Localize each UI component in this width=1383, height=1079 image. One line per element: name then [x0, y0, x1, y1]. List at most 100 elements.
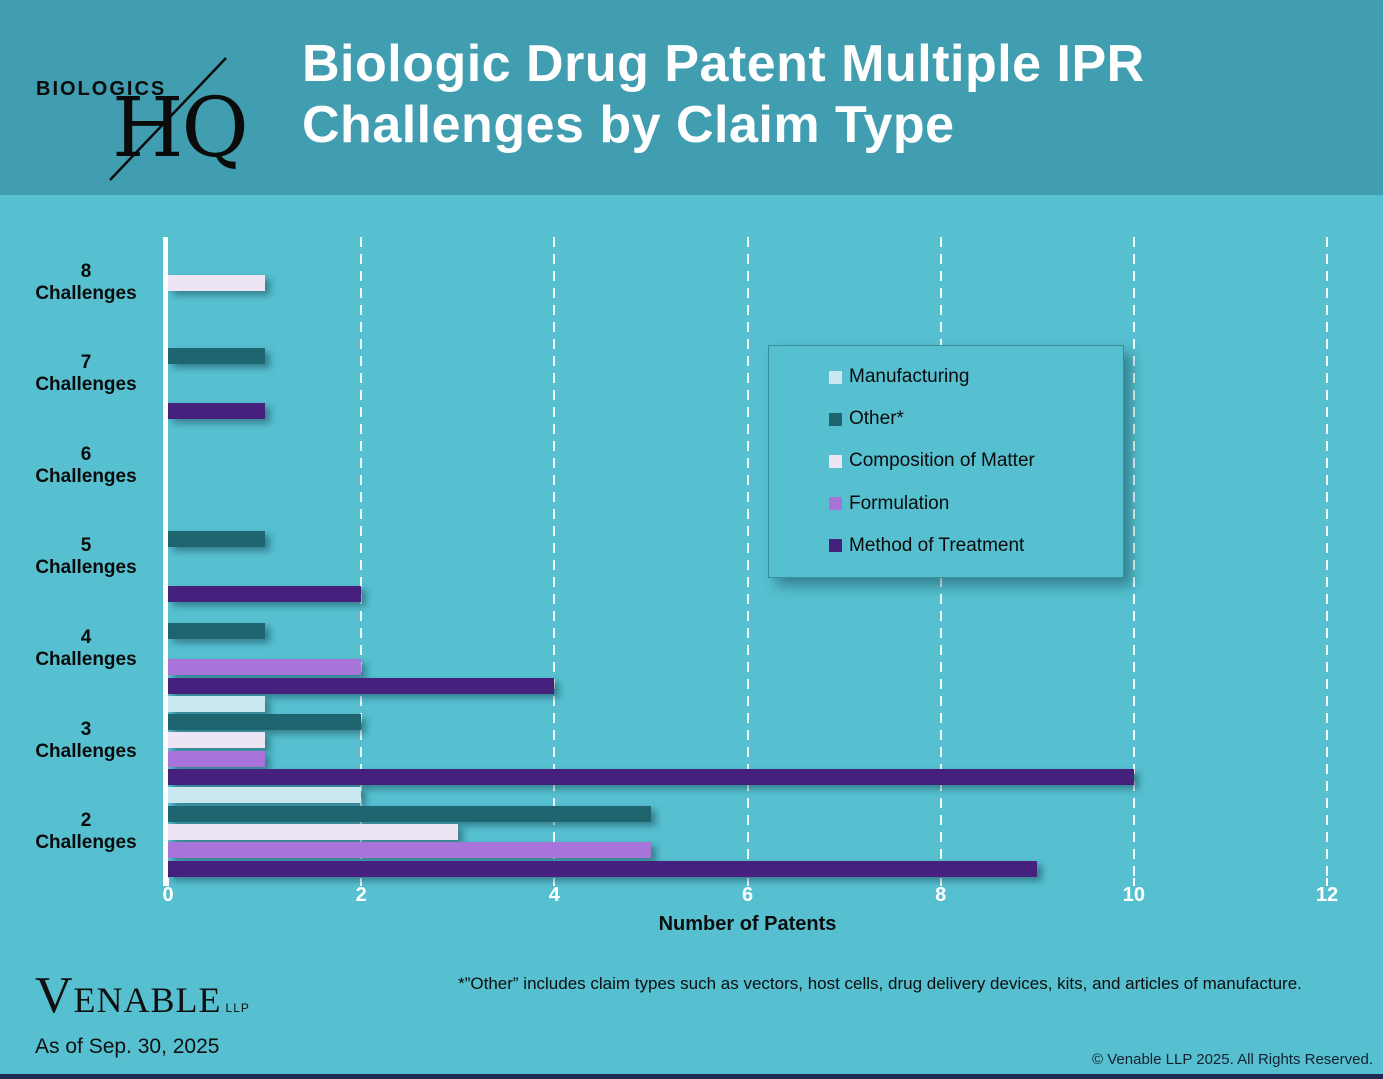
legend-swatch-method-of-treatment-icon [829, 539, 842, 553]
bar-other-3-challenges [168, 714, 362, 731]
gridline-x-6 [746, 237, 749, 886]
legend-label-composition-of-matter: Composition of Matter [849, 450, 1035, 472]
copyright-text: © Venable LLP 2025. All Rights Reserved. [1092, 1051, 1373, 1068]
header-banner: BIOLOGICS HQ Biologic Drug Patent Multip… [0, 0, 1383, 195]
bar-formulation-3-challenges [168, 750, 265, 767]
x-axis-title: Number of Patents [658, 913, 837, 935]
y-category-label-4-challenges: 4 Challenges [20, 603, 152, 695]
bar-method-of-treatment-5-challenges [168, 585, 362, 602]
group-row-4-challenges [168, 603, 1327, 695]
legend-swatch-manufacturing-icon [829, 370, 842, 384]
y-category-label-line: 3 [80, 718, 92, 740]
y-axis-category-labels: 8 Challenges 7 Challenges 6 Challenges 5 Challe… [20, 237, 152, 878]
group-row-3-challenges [168, 695, 1327, 787]
legend-swatch-formulation-icon [829, 497, 842, 511]
bar-composition-of-matter-3-challenges [168, 732, 265, 749]
legend-item-method-of-treatment: Method of Treatment [829, 535, 1123, 557]
gridline-x-12 [1326, 237, 1328, 886]
y-category-label-line: Challenges [35, 740, 137, 762]
legend-label-formulation: Formulation [849, 492, 950, 514]
y-category-label-7-challenges: 7 Challenges [20, 329, 152, 421]
bottom-accent-strip [0, 1074, 1383, 1079]
venable-logo-name: Venable [35, 967, 222, 1024]
group-row-2-challenges [168, 786, 1327, 878]
x-tick-mark-6 [746, 878, 749, 886]
x-tick-mark-10 [1132, 878, 1135, 886]
biologicshq-logo: BIOLOGICS HQ [30, 40, 265, 200]
legend-item-composition-of-matter: Composition of Matter [829, 450, 1123, 472]
group-row-8-challenges [168, 237, 1327, 329]
y-category-label-6-challenges: 6 Challenges [20, 420, 152, 512]
legend-swatch-other-icon [829, 412, 842, 426]
x-tick-mark-12 [1326, 878, 1328, 886]
y-category-label-line: 4 [80, 627, 92, 649]
bar-other-5-challenges [168, 531, 265, 548]
x-tick-label-6: 6 [741, 884, 754, 906]
x-tick-label-2: 2 [355, 884, 367, 906]
y-category-label-8-challenges: 8 Challenges [20, 237, 152, 329]
page-title-line2: Challenges by Claim Type [302, 95, 955, 154]
x-tick-label-0: 0 [162, 884, 174, 906]
bar-other-2-challenges [168, 805, 651, 822]
bar-manufacturing-3-challenges [168, 695, 265, 712]
bar-composition-of-matter-8-challenges [168, 274, 265, 291]
bar-other-7-challenges [168, 347, 265, 364]
y-category-label-line: 7 [80, 352, 92, 374]
bar-formulation-2-challenges [168, 842, 651, 859]
bar-method-of-treatment-3-challenges [168, 769, 1134, 786]
y-category-label-5-challenges: 5 Challenges [20, 512, 152, 604]
y-category-label-line: Challenges [35, 282, 137, 304]
y-category-label-line: Challenges [35, 649, 137, 671]
gridline-x-2 [360, 237, 363, 886]
page-title: Biologic Drug Patent Multiple IPR Challe… [302, 34, 1145, 156]
group-row-7-challenges [168, 329, 1327, 421]
x-tick-mark-2 [360, 878, 363, 886]
y-category-label-line: Challenges [35, 465, 137, 487]
legend-label-manufacturing: Manufacturing [849, 366, 970, 388]
y-category-label-line: 6 [80, 443, 92, 465]
x-tick-label-12: 12 [1315, 884, 1339, 906]
y-category-label-line: 2 [80, 810, 92, 832]
x-tick-mark-8 [939, 878, 942, 886]
group-row-6-challenges [168, 420, 1327, 512]
x-tick-label-4: 4 [548, 884, 560, 906]
logo-slash-icon [109, 57, 227, 181]
y-category-label-2-challenges: 2 Challenges [20, 786, 152, 878]
x-tick-mark-4 [553, 878, 556, 886]
legend-label-method-of-treatment: Method of Treatment [849, 534, 1025, 556]
logo-biologics-text: BIOLOGICS [36, 78, 167, 100]
page-title-line1: Biologic Drug Patent Multiple IPR [302, 35, 1145, 93]
bar-manufacturing-2-challenges [168, 787, 362, 804]
plot-area [167, 237, 1328, 886]
y-category-label-line: Challenges [35, 832, 137, 854]
venable-logo: Venable LLP [35, 970, 250, 1022]
as-of-date: As of Sep. 30, 2025 [35, 1035, 220, 1058]
y-category-label-line: 8 [80, 260, 92, 282]
bar-method-of-treatment-7-challenges [168, 402, 265, 419]
bar-other-4-challenges [168, 622, 265, 639]
gridline-x-10 [1132, 237, 1135, 886]
y-category-label-line: Challenges [35, 557, 137, 579]
group-row-5-challenges [168, 512, 1327, 604]
legend-item-manufacturing: Manufacturing [829, 366, 1123, 388]
legend: Manufacturing Other* Composition of Matter… [768, 345, 1124, 578]
bar-method-of-treatment-4-challenges [168, 677, 555, 694]
venable-logo-llp: LLP [225, 1001, 250, 1015]
legend-swatch-composition-of-matter-icon [829, 454, 842, 468]
x-tick-label-10: 10 [1122, 884, 1145, 906]
x-tick-mark-0 [167, 878, 169, 886]
gridline-x-4 [553, 237, 556, 886]
legend-item-other: Other* [829, 408, 1123, 430]
legend-item-formulation: Formulation [829, 493, 1123, 515]
y-axis-line [163, 237, 168, 886]
bar-formulation-4-challenges [168, 659, 362, 676]
x-axis-tick-labels: 0 2 4 6 8 10 12 [162, 884, 1338, 910]
bar-composition-of-matter-2-challenges [168, 824, 458, 841]
footnote: *”Other” includes claim types such as ve… [458, 974, 1302, 993]
y-category-label-line: Challenges [35, 374, 137, 396]
bar-method-of-treatment-2-challenges [168, 860, 1038, 877]
y-category-label-3-challenges: 3 Challenges [20, 695, 152, 787]
y-category-label-line: 5 [80, 535, 92, 557]
x-tick-label-8: 8 [935, 884, 947, 906]
